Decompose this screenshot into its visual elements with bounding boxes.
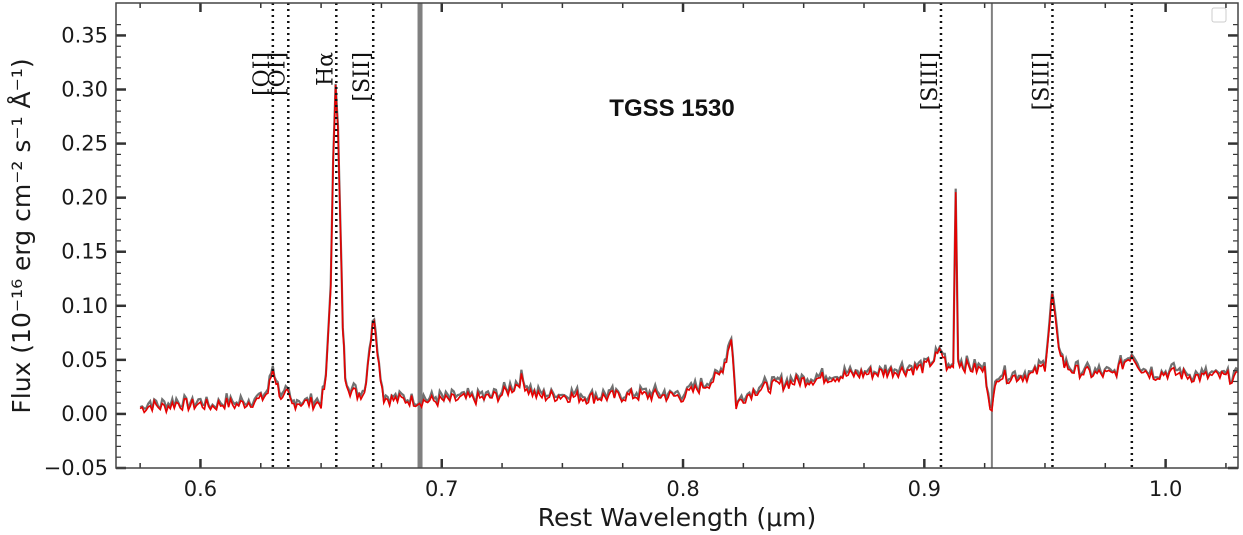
emission-line-label: [SII] xyxy=(350,52,375,102)
emission-line-label: Hα xyxy=(313,52,338,86)
tick-group: 0.6 0.7 0.8 0.9 1.0 −0.05 0.00 0.05 0.10 0.15 0.20… xyxy=(44,3,1238,501)
y-tick-label: 0.05 xyxy=(61,348,108,372)
emission-line-group: [OI][OI] Hα [SII] [SIII] [SIII] xyxy=(250,3,1134,468)
x-axis-title: Rest Wavelength (μm) xyxy=(538,503,816,532)
emission-line-label: [SIII] xyxy=(1029,52,1054,110)
y-tick-label: 0.15 xyxy=(61,240,108,264)
x-tick-label: 0.8 xyxy=(666,477,699,501)
x-tick-label: 0.7 xyxy=(425,477,458,501)
plot-frame xyxy=(115,2,1239,469)
x-tick-label: 1.0 xyxy=(1149,477,1182,501)
emission-line-label: [OI] xyxy=(265,52,290,96)
y-tick-label: 0.30 xyxy=(61,78,108,102)
y-axis-title: Flux (10⁻¹⁶ erg cm⁻² s⁻¹ Å⁻¹) xyxy=(7,58,36,413)
y-tick-label: −0.05 xyxy=(44,456,108,480)
emission-line-label: [SIII] xyxy=(918,52,943,110)
data-spectrum-group xyxy=(139,84,1239,415)
gray-band-group xyxy=(417,3,993,468)
y-tick-label: 0.10 xyxy=(61,294,108,318)
x-tick-label: 0.9 xyxy=(908,477,941,501)
y-tick-label: 0.00 xyxy=(61,402,108,426)
x-tick-label: 0.6 xyxy=(184,477,217,501)
chart-title: TGSS 1530 xyxy=(609,95,734,122)
y-tick-label: 0.35 xyxy=(61,23,108,47)
spectrum-line xyxy=(139,84,1239,415)
y-tick-label: 0.25 xyxy=(61,132,108,156)
emission-line-label: [OI] xyxy=(250,52,275,96)
legend-box xyxy=(1211,7,1227,23)
y-tick-label: 0.20 xyxy=(61,186,108,210)
